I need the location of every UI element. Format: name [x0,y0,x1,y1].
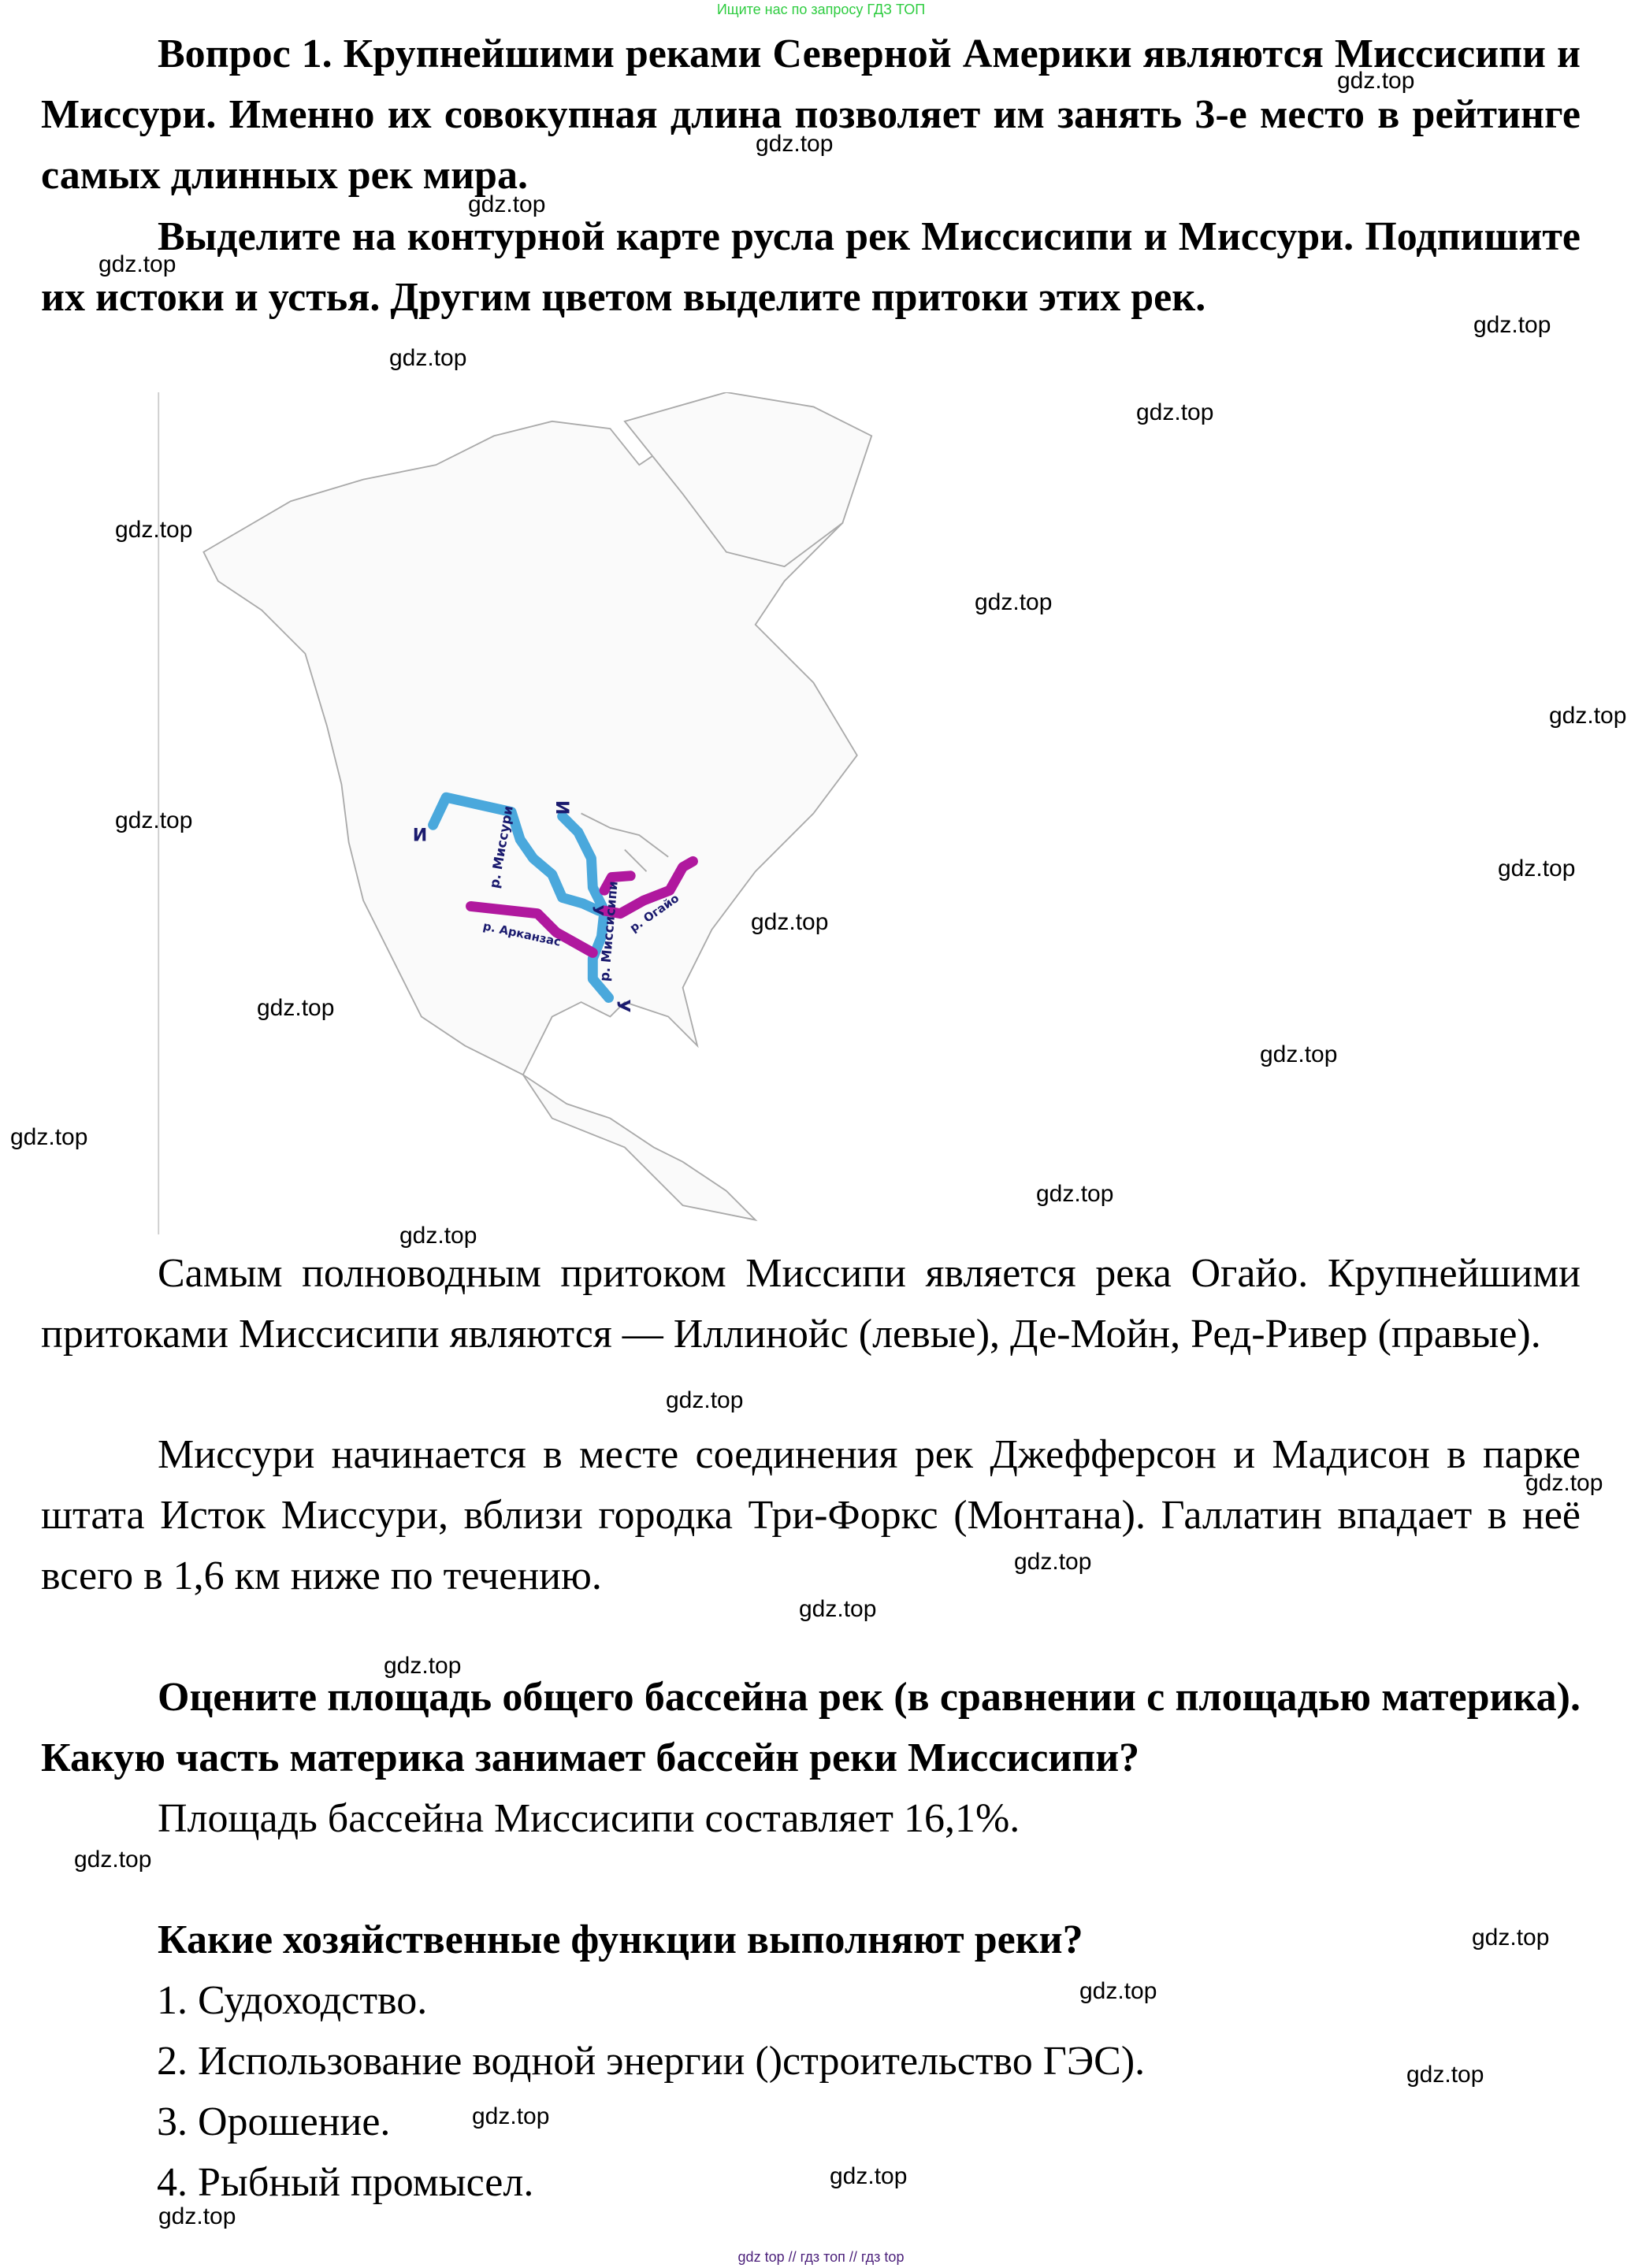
question-1-task: Выделите на контурной карте русла рек Ми… [41,214,1581,320]
mississippi-source-label: И [552,800,572,815]
great-lakes [581,812,669,872]
watermark: gdz.top [1549,703,1627,729]
watermark: gdz.top [1136,399,1214,425]
watermark: gdz.top [158,2203,236,2229]
contour-map: И И У У р. Миссури р. Миссисипи р. Аркан… [157,392,886,1234]
watermark: gdz.top [399,1223,477,1249]
watermark: gdz.top [1337,68,1415,94]
watermark: gdz.top [74,1847,152,1873]
answer-1-paragraph-2: Миссури начинается в месте соединения ре… [41,1432,1581,1598]
arkansas-river [466,901,598,958]
mississippi-mouth-label: У [613,999,633,1012]
list-item: 4. Рыбный промысел. [157,2160,534,2205]
bottom-banner[interactable]: gdz top // гдз топ // гдз top [737,2249,905,2265]
missouri-mouth-label: У [589,905,605,916]
watermark: gdz.top [98,251,176,277]
watermark: gdz.top [468,191,546,217]
watermark: gdz.top [1473,312,1551,338]
answer-1-paragraph-1: Самым полноводным притоком Миссипи являе… [41,1251,1581,1357]
watermark: gdz.top [830,2163,908,2189]
watermark: gdz.top [115,807,193,833]
ohio-river [599,856,698,919]
illinois-river [599,870,636,896]
list-item: 2. Использование водной энергии ()строит… [157,2039,1146,2084]
list-item: 3. Орошение. [157,2099,391,2144]
watermark: gdz.top [975,589,1053,615]
watermark: gdz.top [1406,2062,1484,2088]
missouri-source-label: И [413,826,428,846]
watermark: gdz.top [1260,1041,1338,1067]
watermark: gdz.top [10,1124,88,1150]
watermark: gdz.top [115,517,193,543]
watermark: gdz.top [1525,1470,1603,1496]
watermark: gdz.top [751,909,829,935]
watermark: gdz.top [384,1653,462,1679]
watermark: gdz.top [389,345,467,371]
watermark: gdz.top [799,1596,877,1622]
question-3-heading: Какие хозяйственные функции выполняют ре… [158,1917,1083,1962]
question-1-heading: Вопрос 1. Крупнейшими реками Северной Ам… [41,32,1581,198]
greenland [623,392,873,568]
question-2-answer: Площадь бассейна Миссисипи составляет 16… [158,1796,1020,1841]
watermark: gdz.top [666,1387,744,1413]
watermark: gdz.top [1498,856,1576,882]
watermark: gdz.top [1014,1549,1092,1575]
watermark: gdz.top [756,131,834,157]
question-2-heading: Оцените площадь общего бассейна рек (в с… [41,1675,1581,1780]
watermark: gdz.top [1036,1181,1114,1207]
watermark: gdz.top [1079,1978,1157,2004]
watermark: gdz.top [472,2103,550,2129]
top-banner[interactable]: Ищите нас по запросу ГДЗ ТОП [716,2,926,17]
map-svg: И И У У р. Миссури р. Миссисипи р. Аркан… [158,392,873,1234]
watermark: gdz.top [257,995,335,1021]
watermark: gdz.top [1472,1925,1550,1951]
missouri-river [428,792,604,916]
list-item: 1. Судоходство. [157,1978,428,2023]
